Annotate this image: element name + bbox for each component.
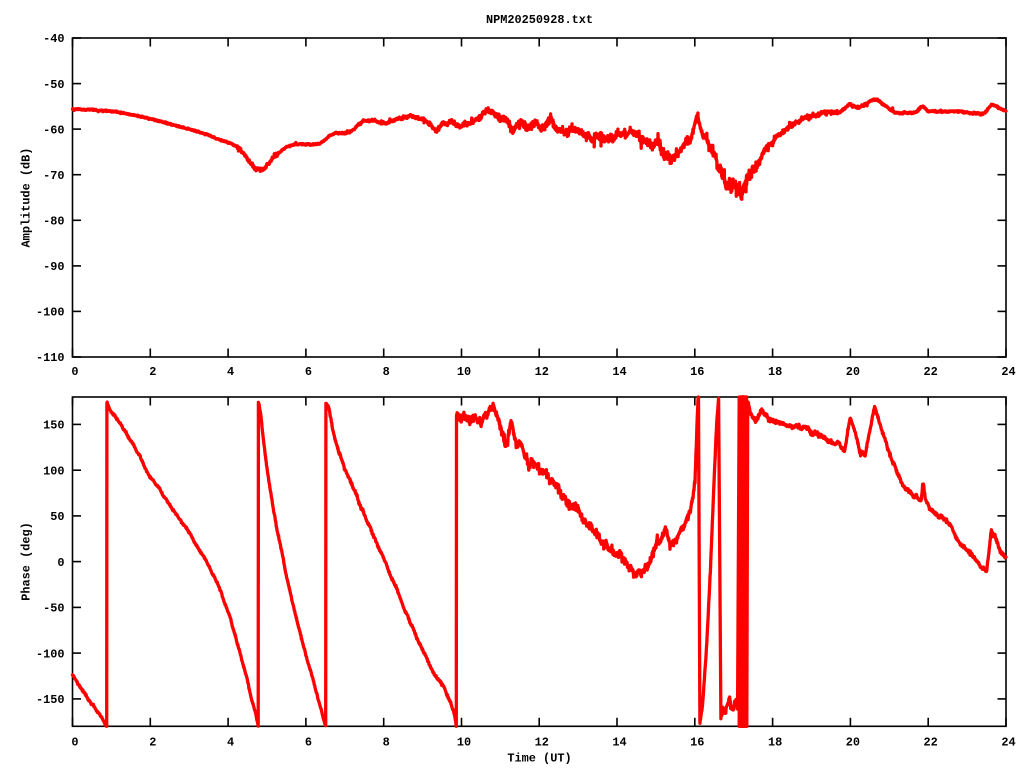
svg-text:22: 22 bbox=[924, 365, 938, 379]
svg-text:50: 50 bbox=[50, 510, 64, 524]
svg-text:24: 24 bbox=[1001, 365, 1015, 379]
svg-text:2: 2 bbox=[149, 736, 156, 750]
svg-text:18: 18 bbox=[768, 736, 782, 750]
svg-text:20: 20 bbox=[846, 365, 860, 379]
svg-text:16: 16 bbox=[690, 736, 704, 750]
svg-text:20: 20 bbox=[846, 736, 860, 750]
svg-text:-110: -110 bbox=[36, 351, 65, 365]
svg-text:8: 8 bbox=[383, 365, 390, 379]
svg-text:4: 4 bbox=[227, 736, 234, 750]
svg-text:-100: -100 bbox=[36, 306, 65, 320]
svg-text:24: 24 bbox=[1001, 736, 1015, 750]
svg-text:Time (UT): Time (UT) bbox=[507, 752, 571, 766]
svg-text:4: 4 bbox=[227, 365, 234, 379]
svg-text:10: 10 bbox=[457, 736, 471, 750]
svg-text:-90: -90 bbox=[43, 260, 64, 274]
svg-text:6: 6 bbox=[305, 736, 312, 750]
svg-text:18: 18 bbox=[768, 365, 782, 379]
svg-text:22: 22 bbox=[924, 736, 938, 750]
svg-text:-50: -50 bbox=[43, 78, 64, 92]
svg-text:-150: -150 bbox=[36, 693, 65, 707]
svg-text:8: 8 bbox=[383, 736, 390, 750]
svg-text:10: 10 bbox=[457, 365, 471, 379]
svg-text:0: 0 bbox=[71, 365, 78, 379]
svg-text:-40: -40 bbox=[43, 32, 64, 46]
svg-text:-50: -50 bbox=[43, 602, 64, 616]
svg-text:0: 0 bbox=[57, 556, 64, 570]
svg-text:-70: -70 bbox=[43, 169, 64, 183]
svg-text:NPM20250928.txt: NPM20250928.txt bbox=[486, 13, 593, 27]
svg-text:150: 150 bbox=[43, 419, 64, 433]
svg-text:16: 16 bbox=[690, 365, 704, 379]
svg-text:-80: -80 bbox=[43, 215, 64, 229]
svg-text:0: 0 bbox=[71, 736, 78, 750]
svg-text:14: 14 bbox=[612, 365, 626, 379]
svg-text:Amplitude (dB): Amplitude (dB) bbox=[20, 148, 34, 248]
svg-text:12: 12 bbox=[535, 736, 549, 750]
svg-text:12: 12 bbox=[535, 365, 549, 379]
svg-text:14: 14 bbox=[612, 736, 626, 750]
svg-text:2: 2 bbox=[149, 365, 156, 379]
svg-text:-60: -60 bbox=[43, 123, 64, 137]
svg-text:100: 100 bbox=[43, 464, 64, 478]
svg-text:6: 6 bbox=[305, 365, 312, 379]
svg-text:Phase (deg): Phase (deg) bbox=[20, 522, 34, 601]
svg-text:-100: -100 bbox=[36, 647, 65, 661]
